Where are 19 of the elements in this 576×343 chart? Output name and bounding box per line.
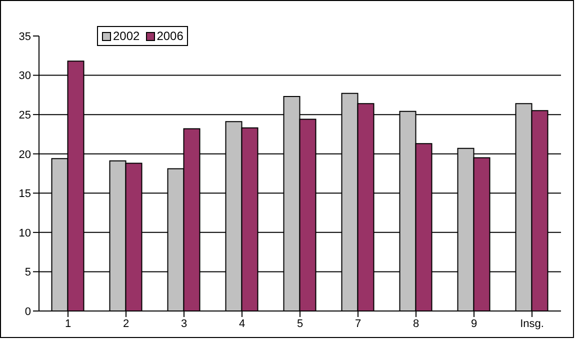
- x-tick-label: Insg.: [520, 318, 544, 330]
- x-tick-label: 8: [412, 318, 420, 330]
- x-tick-label: 3: [180, 318, 188, 330]
- x-tick-label: 7: [354, 318, 362, 330]
- y-tick-label: 30: [18, 70, 31, 82]
- x-tick-label: 1: [64, 318, 72, 330]
- y-tick-label: 0: [24, 306, 31, 318]
- y-tick-label: 15: [18, 188, 31, 200]
- legend-label: 2002: [113, 29, 140, 43]
- x-tick-label: 5: [296, 318, 304, 330]
- y-tick-label: 25: [18, 109, 31, 122]
- y-tick-label: 5: [24, 266, 31, 279]
- y-tick-label: 20: [18, 148, 31, 161]
- y-tick-label: 10: [18, 227, 31, 240]
- x-tick-label: 2: [122, 318, 130, 330]
- legend-label: 2006: [156, 29, 184, 43]
- x-tick-label: 9: [470, 318, 478, 330]
- x-tick-label: 4: [238, 318, 246, 330]
- y-tick-label: 35: [18, 30, 31, 43]
